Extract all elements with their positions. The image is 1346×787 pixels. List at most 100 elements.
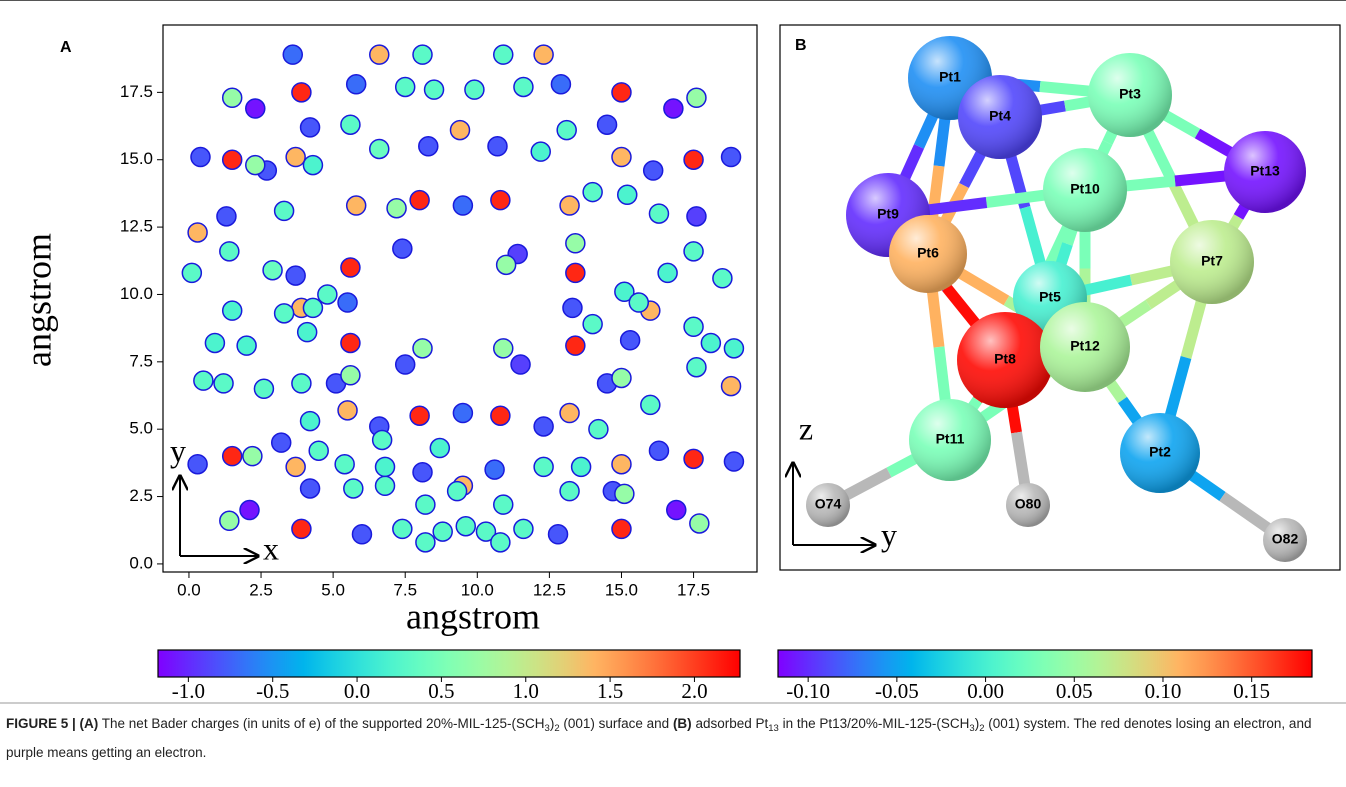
axis-arrow-label: y [881, 516, 897, 552]
atom-label: Pt5 [1039, 289, 1061, 305]
scatter-point [657, 262, 678, 284]
y-tick-label: 0.0 [129, 553, 153, 572]
scatter-point [374, 456, 396, 478]
axis-arrow-label: y [170, 432, 186, 468]
scatter-point [221, 300, 243, 321]
caption-text: 13 [768, 723, 779, 734]
scatter-point [369, 138, 390, 160]
scatter-point [245, 98, 266, 119]
caption-text: ) [974, 716, 980, 731]
scatter-point [533, 456, 554, 478]
panel-label: B [795, 37, 807, 54]
scatter-point [273, 303, 295, 324]
scatter-point [340, 332, 361, 354]
x-tick-label: 17.5 [677, 580, 710, 599]
scatter-point [559, 195, 580, 216]
colorbar-tick-label: 0.5 [428, 679, 454, 703]
scatter-point [299, 117, 321, 138]
scatter-point [712, 268, 733, 289]
axis-arrow-label: x [263, 530, 279, 566]
scatter-point [619, 330, 641, 351]
atom-shading [1040, 302, 1130, 392]
atom-label: O82 [1272, 531, 1299, 547]
scatter-point [683, 448, 704, 470]
atom-shading [889, 215, 967, 293]
scatter-point [666, 499, 687, 521]
atom-shading [1006, 483, 1050, 527]
scatter-point [392, 238, 413, 259]
scatter-point [285, 146, 306, 168]
atom-label: Pt12 [1070, 338, 1100, 354]
caption-text: 2 [979, 723, 985, 734]
scatter-point [291, 518, 312, 540]
scatter-point [213, 373, 234, 394]
scatter-point [351, 524, 373, 545]
scatter-point [418, 136, 439, 157]
atom-label: Pt3 [1119, 86, 1141, 102]
caption-text: ) [549, 716, 555, 731]
scatter-point [640, 394, 661, 416]
scatter-point [296, 321, 318, 343]
scatter-point [533, 44, 554, 65]
scatter-point [510, 354, 531, 375]
colorbar-tick-label: -1.0 [172, 679, 205, 703]
atom-label: Pt2 [1149, 444, 1171, 460]
scatter-point [446, 480, 468, 502]
scatter-point [270, 432, 292, 453]
scatter-point [495, 254, 517, 276]
x-tick-label: 5.0 [321, 580, 345, 599]
scatter-point [513, 76, 534, 98]
scatter-point [565, 233, 586, 254]
scatter-point [190, 146, 211, 168]
scatter-point [686, 87, 707, 109]
scatter-point [334, 453, 355, 475]
scatter-point [345, 195, 367, 216]
scatter-point [723, 451, 745, 472]
scatter-point [386, 197, 407, 219]
atom-shading [1120, 413, 1200, 493]
scatter-point [614, 281, 635, 303]
figure: A 0.0 2.5 5.0 7.5 10.0 12.5 15.0 17.5 0.0 2.5 5.0 7.… [0, 0, 1346, 704]
y-tick-label: 15.0 [120, 149, 153, 168]
scatter-point [452, 402, 474, 424]
scatter-point [242, 445, 263, 467]
scatter-point [253, 378, 275, 400]
scatter-point [245, 154, 266, 176]
scatter-point [484, 459, 505, 480]
scatter-point [423, 79, 445, 100]
scatter-point [181, 262, 203, 284]
scatter-point [611, 518, 632, 540]
scatter-point [686, 356, 707, 378]
scatter-point [723, 338, 745, 359]
atom-label: Pt6 [917, 245, 939, 261]
atom-shading [958, 75, 1042, 159]
scatter-point [683, 149, 704, 170]
scatter-point [412, 44, 433, 65]
scatter-point [392, 518, 413, 540]
atom-shading [957, 312, 1053, 408]
scatter-point [642, 160, 664, 181]
scatter-point [317, 284, 338, 305]
y-tick-label: 10.0 [120, 284, 153, 303]
scatter-point [533, 416, 554, 437]
scatter-point [493, 338, 514, 359]
caption-text: FIGURE 5 | (A) [6, 716, 99, 731]
panel-frame [779, 24, 1341, 571]
scatter-point [455, 515, 477, 537]
scatter-point [239, 499, 260, 521]
atom-label: Pt11 [936, 431, 965, 447]
colorbar-tick-label: 0.0 [344, 679, 370, 703]
scatter-point [547, 524, 569, 545]
colorbar [157, 649, 741, 678]
scatter-point [513, 518, 534, 540]
y-axis-label: angstrom [18, 233, 58, 367]
scatter-point [187, 222, 208, 243]
caption-text: 3 [969, 723, 975, 734]
scatter-point [648, 440, 670, 461]
caption-text: 3 [544, 723, 550, 734]
caption-text: (001) surface and [559, 716, 673, 731]
atom-label: Pt8 [994, 351, 1016, 367]
scatter-point [236, 335, 257, 356]
scatter-point [588, 418, 609, 440]
atom-label: Pt13 [1250, 163, 1280, 179]
